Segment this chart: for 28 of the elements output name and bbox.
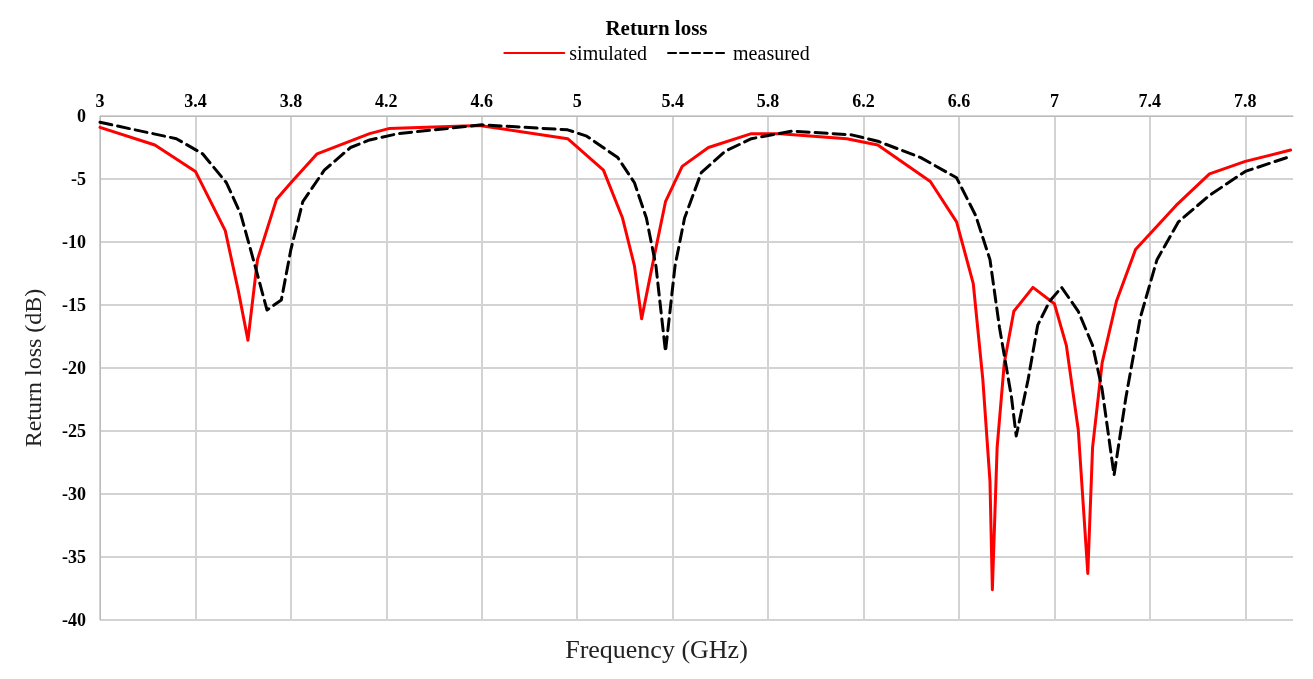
x-axis-title: Frequency (GHz)	[565, 634, 748, 664]
y-tick-label: -15	[62, 295, 86, 315]
x-tick-label: 7.4	[1138, 91, 1162, 111]
y-tick-label: -30	[62, 484, 86, 504]
chart-title: Return loss	[605, 15, 708, 40]
x-tick-label: 7.8	[1234, 91, 1257, 111]
y-tick-label: 0	[77, 106, 86, 126]
legend-label: measured	[733, 42, 810, 64]
x-tick-label: 3.8	[279, 91, 303, 111]
x-tick-label: 4.6	[470, 91, 494, 111]
y-tick-label: -25	[62, 421, 86, 441]
y-tick-label: -35	[62, 547, 86, 567]
x-tick-label: 3.4	[184, 91, 207, 111]
x-tick-label: 5	[572, 91, 582, 111]
y-tick-label: -10	[62, 232, 86, 252]
legend-label: simulated	[569, 42, 648, 64]
x-tick-label: 6.6	[947, 91, 971, 111]
y-tick-label: -20	[62, 358, 86, 378]
x-tick-label: 6.2	[852, 91, 875, 111]
y-tick-label: -40	[62, 610, 86, 630]
line-series	[98, 123, 1293, 592]
y-tick-label: -5	[71, 169, 86, 189]
y-axis-title: Return loss (dB)	[20, 288, 46, 448]
x-tick-label: 3	[95, 91, 105, 111]
x-tick-label: 5.8	[756, 91, 780, 111]
x-tick-label: 7	[1049, 91, 1059, 111]
x-tick-label: 4.2	[375, 91, 398, 111]
x-tick-label: 5.4	[661, 91, 684, 111]
